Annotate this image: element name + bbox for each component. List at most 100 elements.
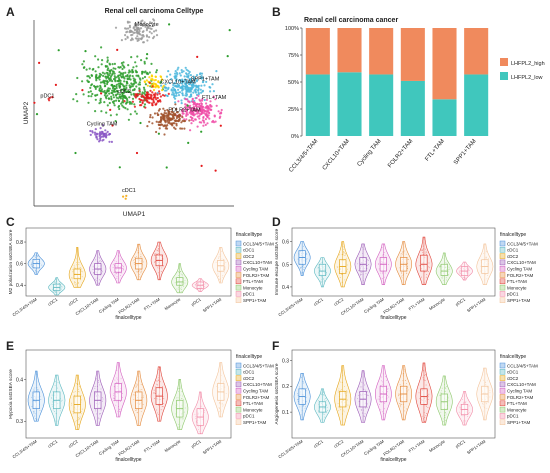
umap-point bbox=[163, 109, 166, 112]
umap-point bbox=[155, 29, 158, 32]
data-point bbox=[382, 381, 383, 383]
umap-point bbox=[151, 103, 154, 107]
umap-point bbox=[215, 70, 218, 73]
umap-point bbox=[188, 82, 191, 85]
umap-point bbox=[214, 120, 217, 123]
legend: finalcelltypeCCL3/4/5+TAMcDC1cDC2CXCL10+… bbox=[235, 354, 274, 425]
umap-point bbox=[187, 141, 190, 144]
umap-point bbox=[171, 113, 174, 117]
umap-point bbox=[148, 76, 151, 79]
data-point bbox=[306, 258, 308, 260]
data-point bbox=[379, 385, 381, 386]
data-point bbox=[405, 379, 406, 381]
umap-point bbox=[175, 122, 178, 125]
umap-point bbox=[174, 97, 177, 100]
data-point bbox=[133, 262, 135, 264]
x-tick-label: SPP1+TAM bbox=[466, 296, 487, 313]
umap-point bbox=[160, 80, 163, 83]
umap-point bbox=[181, 108, 184, 111]
data-point bbox=[448, 400, 450, 402]
umap-point bbox=[106, 60, 109, 64]
data-point bbox=[52, 401, 54, 403]
legend-swatch bbox=[235, 394, 242, 400]
data-point bbox=[485, 402, 487, 404]
legend-label: CXCL10+TAM bbox=[507, 260, 536, 265]
data-point bbox=[183, 286, 185, 288]
umap-point bbox=[111, 63, 114, 66]
data-point bbox=[100, 261, 102, 262]
umap-point bbox=[107, 89, 110, 92]
umap-point bbox=[122, 91, 125, 94]
data-point bbox=[74, 390, 76, 392]
data-point bbox=[324, 416, 326, 418]
umap-point bbox=[106, 73, 109, 76]
data-point bbox=[34, 417, 36, 419]
umap-point bbox=[136, 55, 139, 58]
data-point bbox=[445, 277, 447, 279]
umap-point bbox=[185, 73, 188, 76]
data-point bbox=[299, 267, 301, 269]
data-point bbox=[300, 414, 302, 416]
data-point bbox=[153, 255, 155, 257]
data-point bbox=[80, 266, 81, 268]
data-point bbox=[302, 381, 304, 382]
umap-point bbox=[189, 93, 193, 96]
umap-point bbox=[99, 97, 102, 100]
umap-point bbox=[139, 98, 142, 102]
umap-point bbox=[103, 94, 106, 97]
umap-point bbox=[90, 83, 94, 86]
data-point bbox=[480, 270, 482, 272]
umap-point bbox=[116, 48, 119, 52]
x-tick-label: pDC1 bbox=[190, 296, 202, 307]
data-point bbox=[115, 381, 117, 383]
data-point bbox=[428, 267, 430, 269]
data-point bbox=[114, 260, 116, 262]
umap-point bbox=[175, 85, 178, 88]
umap-point bbox=[174, 127, 177, 130]
data-point bbox=[181, 390, 183, 392]
umap-point bbox=[202, 108, 205, 111]
umap-point bbox=[100, 92, 103, 95]
data-point bbox=[160, 409, 162, 411]
data-point bbox=[123, 266, 125, 268]
umap-point bbox=[160, 84, 163, 87]
data-point bbox=[398, 393, 400, 395]
legend-label: Monocyte bbox=[243, 407, 263, 412]
umap-point bbox=[214, 169, 217, 172]
data-point bbox=[383, 408, 385, 410]
umap-point bbox=[168, 112, 171, 116]
data-point bbox=[344, 253, 346, 255]
data-point bbox=[357, 263, 359, 265]
umap-point bbox=[87, 95, 90, 98]
umap-point bbox=[157, 123, 160, 126]
data-point bbox=[365, 389, 367, 391]
umap-point bbox=[156, 112, 159, 115]
umap-point bbox=[142, 41, 145, 44]
umap-point bbox=[102, 79, 105, 82]
panel-letter: D bbox=[272, 215, 281, 229]
data-point bbox=[137, 252, 139, 254]
data-point bbox=[366, 407, 368, 409]
data-point bbox=[98, 418, 100, 420]
data-point bbox=[72, 411, 74, 413]
data-point bbox=[61, 286, 63, 288]
data-point bbox=[158, 413, 160, 415]
umap-point bbox=[160, 112, 163, 115]
umap-point bbox=[99, 90, 102, 93]
data-point bbox=[99, 257, 101, 259]
umap-point bbox=[131, 97, 135, 100]
umap-point bbox=[104, 75, 107, 78]
umap-point bbox=[207, 109, 210, 112]
data-point bbox=[302, 405, 304, 407]
umap-point bbox=[200, 75, 203, 78]
data-point bbox=[343, 252, 345, 254]
umap-point bbox=[110, 68, 113, 72]
x-tick-label: FOLR2+TAM bbox=[387, 138, 414, 169]
umap-point bbox=[95, 76, 98, 79]
umap-point bbox=[111, 73, 114, 76]
umap-point bbox=[177, 88, 180, 91]
umap-point bbox=[202, 124, 205, 127]
data-point bbox=[321, 277, 323, 279]
umap-point bbox=[178, 84, 181, 87]
